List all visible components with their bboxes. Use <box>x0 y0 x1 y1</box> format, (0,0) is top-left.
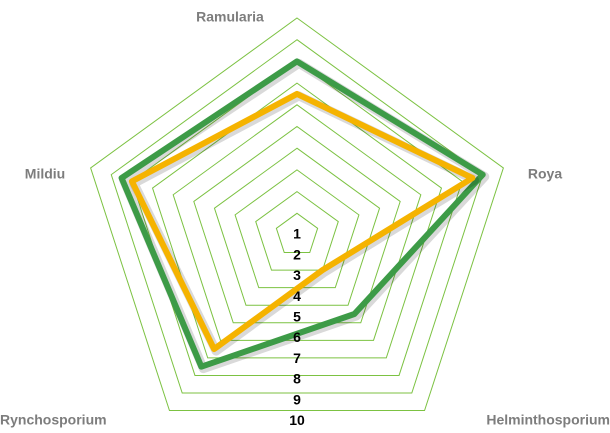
r-tick-label: 10 <box>289 412 305 428</box>
category-label: Roya <box>528 166 562 182</box>
r-tick-label: 8 <box>293 371 301 387</box>
r-tick-label: 6 <box>293 329 301 345</box>
r-tick-label: 5 <box>293 309 301 325</box>
grid-ring <box>275 212 319 254</box>
r-tick-label: 1 <box>293 226 301 242</box>
r-tick-label: 9 <box>293 391 301 407</box>
category-label: Rynchosporium <box>0 412 107 428</box>
category-label: Helminthosporium <box>486 412 610 428</box>
category-label: Ramularia <box>196 9 264 25</box>
r-tick-label: 2 <box>293 246 301 262</box>
series-line <box>128 90 476 353</box>
r-tick-label: 4 <box>293 288 301 304</box>
category-label: Mildiu <box>25 166 65 182</box>
r-tick-label: 7 <box>293 350 301 366</box>
r-tick-label: 3 <box>293 267 301 283</box>
series-line <box>118 58 486 370</box>
